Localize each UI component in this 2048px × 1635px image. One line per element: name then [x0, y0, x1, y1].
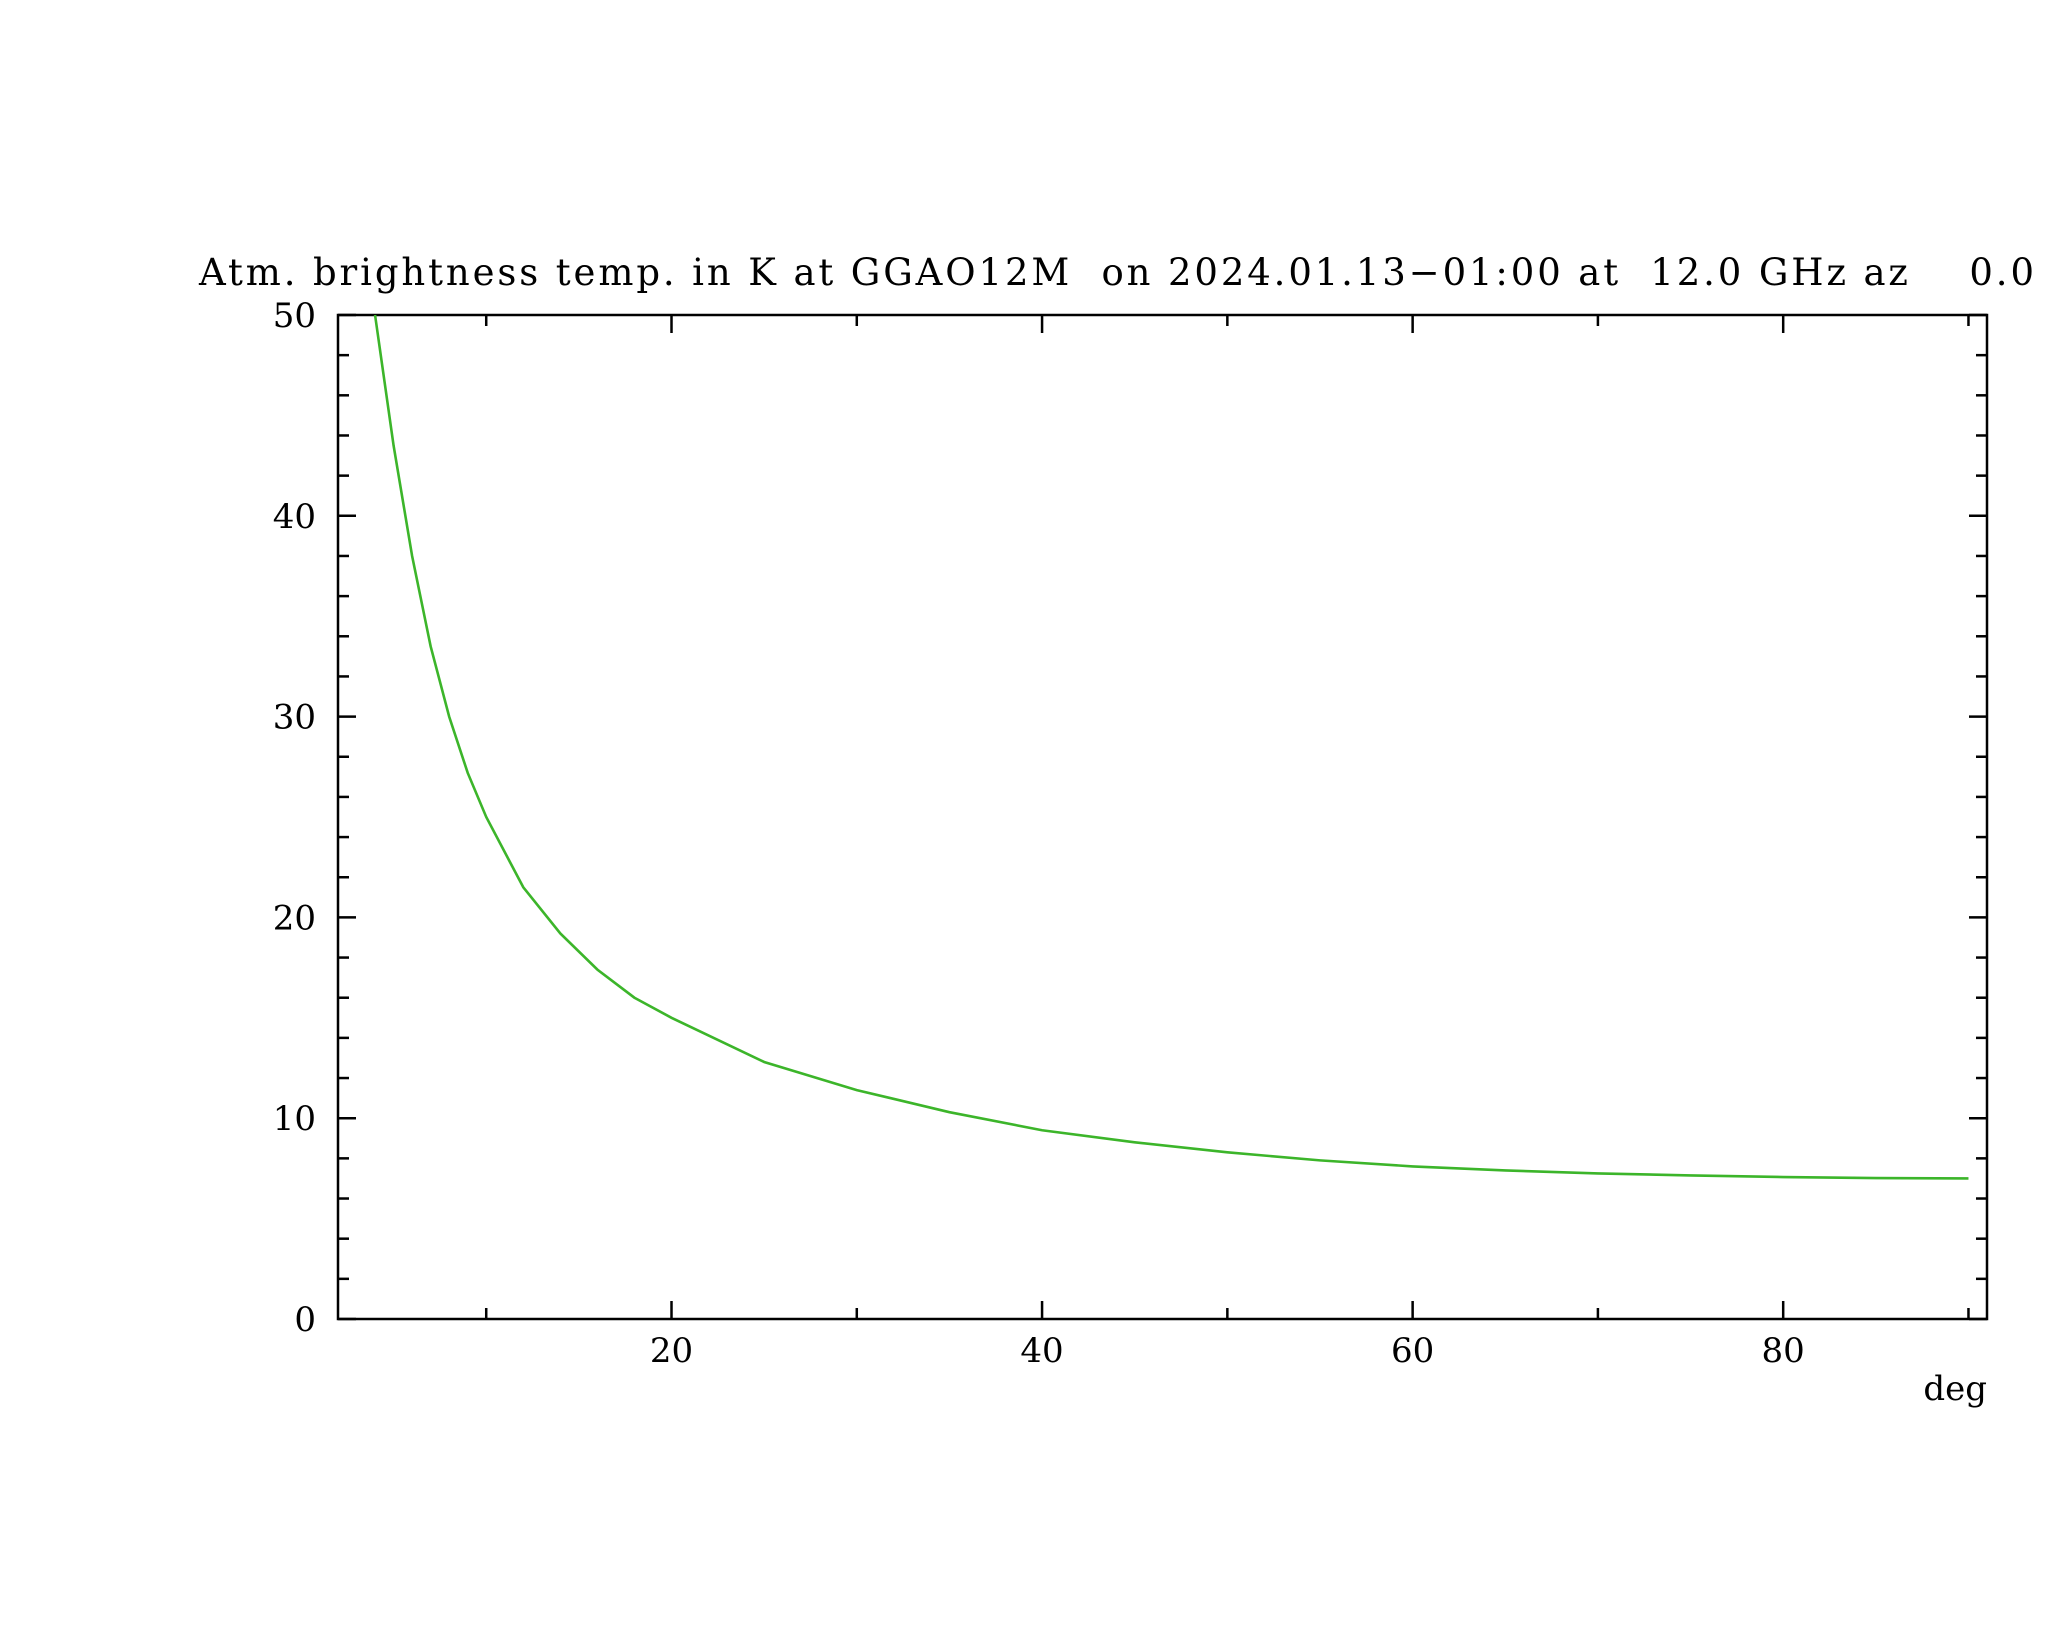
chart-title: Atm. brightness temp. in K at GGAO12M on… [198, 251, 2034, 294]
plot-frame [336, 313, 1989, 1321]
x-tick-label: 80 [1762, 1331, 1805, 1371]
y-tick-label: 40 [273, 497, 316, 537]
y-tick-label: 0 [294, 1300, 316, 1340]
data-line [373, 314, 1969, 1180]
y-tick-label: 30 [273, 698, 316, 738]
x-tick-label: 40 [1020, 1331, 1063, 1371]
y-tick-label: 10 [273, 1099, 316, 1139]
x-axis-label: deg [1923, 1369, 1987, 1409]
y-tick-label: 20 [273, 898, 316, 938]
x-tick-label: 60 [1391, 1331, 1434, 1371]
y-tick-label: 50 [273, 296, 316, 336]
x-tick-label: 20 [650, 1331, 693, 1371]
